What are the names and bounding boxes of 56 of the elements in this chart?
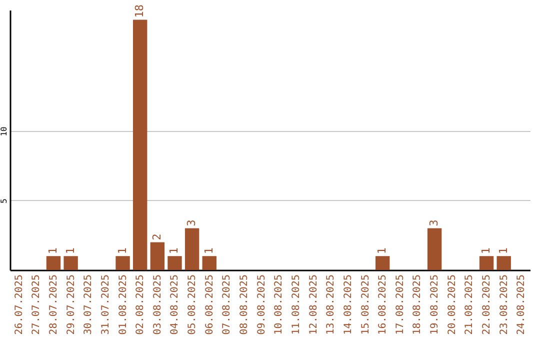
x-tick-label: 07.08.2025 [222,274,233,335]
x-tick-label: 18.08.2025 [412,274,424,335]
x-tick-label: 17.08.2025 [394,274,406,335]
bar [184,228,200,270]
x-tick-label: 27.07.2025 [31,274,42,335]
bar [375,256,390,270]
x-tick-label: 15.08.2025 [360,274,372,335]
x-tick-label: 08.08.2025 [239,274,250,335]
data-label: 18 [133,4,146,18]
data-label: 1 [202,247,216,254]
bar [132,20,148,270]
data-label: 1 [496,247,510,254]
x-tick-label: 10.08.2025 [274,274,285,335]
data-label: 1 [116,247,129,254]
bar [202,256,216,270]
x-tick-label: 20.08.2025 [446,274,458,335]
x-tick-label: 09.08.2025 [256,274,268,335]
bar [168,256,182,270]
x-tick-label: 24.08.2025 [516,274,528,335]
x-tick-label: 31.07.2025 [100,274,112,335]
x-tick-label: 05.08.2025 [187,274,198,335]
x-tick-label: 30.07.2025 [83,274,94,335]
data-label: 1 [168,247,181,254]
bar [46,256,61,270]
x-tick-label: 19.08.2025 [430,274,441,335]
x-tick-label: 23.08.2025 [498,274,510,335]
x-tick-label: 11.08.2025 [290,274,302,335]
data-label: 3 [185,220,198,226]
x-tick-label: 12.08.2025 [308,274,320,335]
bar [116,256,130,270]
bar [64,256,78,270]
x-tick-label: 03.08.2025 [152,274,164,335]
y-tick-label: 5 [0,198,8,204]
x-tick-label: 14.08.2025 [342,274,354,335]
bar [150,242,165,270]
bar [479,256,494,270]
data-label: 1 [480,247,493,254]
x-tick-label: 16.08.2025 [378,274,389,335]
x-tick-label: 04.08.2025 [170,274,181,335]
data-label: 1 [376,247,389,254]
x-tick-label: 26.07.2025 [14,274,25,335]
data-label: 2 [150,234,164,240]
x-tick-label: 13.08.2025 [326,274,337,335]
bar [427,228,442,270]
x-tick-label: 22.08.2025 [482,274,493,335]
y-tick-label: 10 [0,126,8,136]
data-label: 1 [64,247,77,254]
bar [496,256,511,270]
x-tick-label: 21.08.2025 [464,274,476,335]
data-label: 3 [428,220,441,226]
x-tick-label: 28.07.2025 [48,274,60,335]
data-label: 1 [46,247,60,254]
x-tick-label: 29.07.2025 [66,274,77,335]
x-tick-label: 06.08.2025 [204,274,216,335]
x-tick-label: 02.08.2025 [135,274,146,335]
x-tick-label: 01.08.2025 [118,274,129,335]
